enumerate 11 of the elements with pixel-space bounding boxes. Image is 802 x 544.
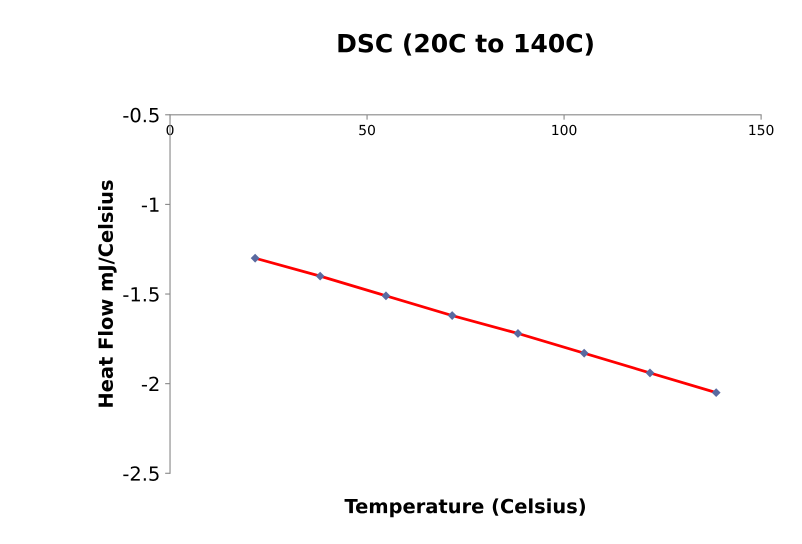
chart-title: DSC (20C to 140C) bbox=[338, 33, 593, 56]
y-axis-title: Heat Flow mJ/Celsius bbox=[98, 180, 117, 407]
x-tick-label: 150 bbox=[749, 124, 774, 136]
y-tick-label: -1.5 bbox=[123, 287, 159, 302]
x-tick-label: 50 bbox=[359, 124, 375, 136]
y-tick-label: -2 bbox=[142, 376, 158, 392]
x-axis-title: Temperature (Celsius) bbox=[344, 498, 585, 518]
y-tick-label: -2.5 bbox=[123, 466, 159, 481]
x-tick-label: 100 bbox=[552, 124, 576, 136]
y-tick-label: -1 bbox=[142, 198, 159, 212]
y-tick-label: -0.5 bbox=[123, 108, 159, 122]
